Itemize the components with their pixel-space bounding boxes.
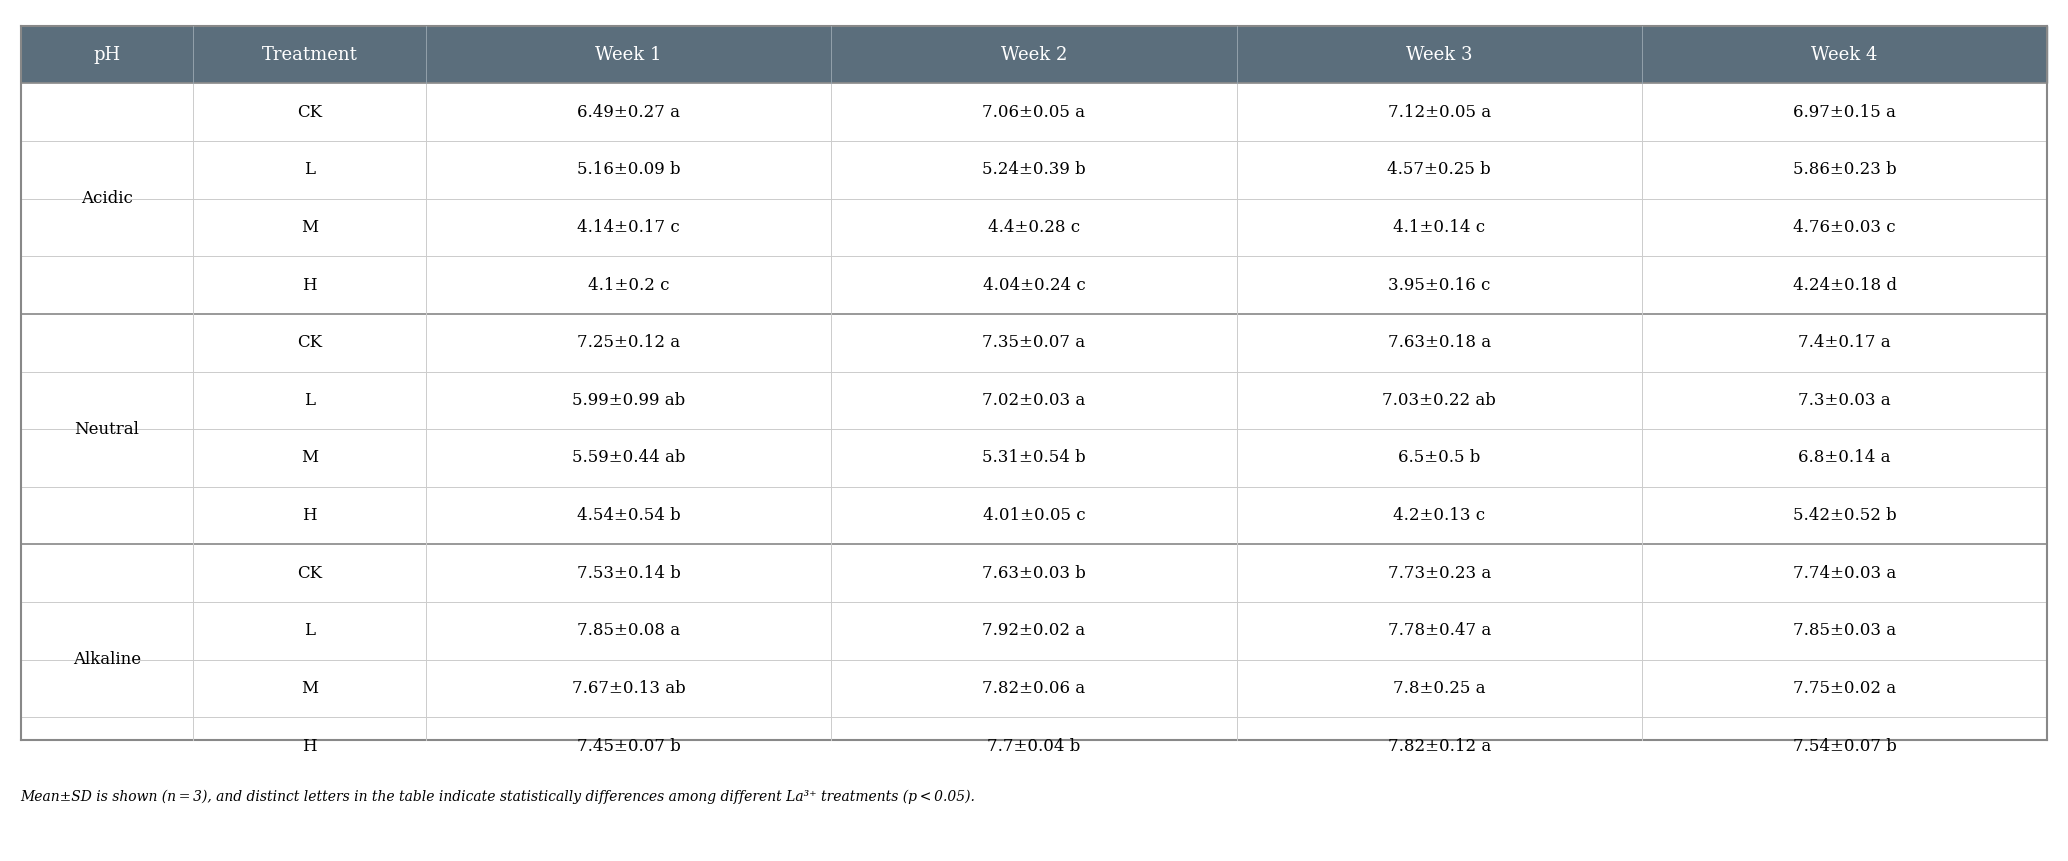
Text: 6.8±0.14 a: 6.8±0.14 a <box>1799 449 1890 467</box>
Text: M: M <box>302 449 318 467</box>
Polygon shape <box>21 26 2047 84</box>
Text: Acidic: Acidic <box>81 190 132 208</box>
Text: 7.82±0.06 a: 7.82±0.06 a <box>982 680 1086 697</box>
Text: M: M <box>302 219 318 236</box>
Text: 4.76±0.03 c: 4.76±0.03 c <box>1793 219 1896 236</box>
Text: 7.74±0.03 a: 7.74±0.03 a <box>1793 565 1896 582</box>
Text: 7.53±0.14 b: 7.53±0.14 b <box>577 565 680 582</box>
Text: 4.54±0.54 b: 4.54±0.54 b <box>577 507 680 524</box>
Polygon shape <box>21 429 2047 486</box>
Polygon shape <box>21 660 2047 717</box>
Text: H: H <box>302 738 316 754</box>
Polygon shape <box>21 141 2047 199</box>
Text: 6.5±0.5 b: 6.5±0.5 b <box>1398 449 1481 467</box>
Polygon shape <box>21 84 2047 141</box>
Text: 7.35±0.07 a: 7.35±0.07 a <box>982 334 1086 351</box>
Text: 5.59±0.44 ab: 5.59±0.44 ab <box>573 449 685 467</box>
Text: 7.54±0.07 b: 7.54±0.07 b <box>1793 738 1896 754</box>
Text: 4.01±0.05 c: 4.01±0.05 c <box>982 507 1086 524</box>
Text: 7.06±0.05 a: 7.06±0.05 a <box>982 104 1086 121</box>
Text: 7.45±0.07 b: 7.45±0.07 b <box>577 738 680 754</box>
Text: 7.78±0.47 a: 7.78±0.47 a <box>1388 623 1491 640</box>
Text: 7.75±0.02 a: 7.75±0.02 a <box>1793 680 1896 697</box>
Text: 4.1±0.2 c: 4.1±0.2 c <box>587 276 670 294</box>
Text: Week 4: Week 4 <box>1812 46 1878 64</box>
Text: 5.99±0.99 ab: 5.99±0.99 ab <box>573 392 685 409</box>
Polygon shape <box>21 717 2047 775</box>
Text: M: M <box>302 680 318 697</box>
Text: 7.12±0.05 a: 7.12±0.05 a <box>1388 104 1491 121</box>
Text: 7.92±0.02 a: 7.92±0.02 a <box>982 623 1086 640</box>
Text: 5.16±0.09 b: 5.16±0.09 b <box>577 161 680 178</box>
Text: Treatment: Treatment <box>261 46 358 64</box>
Polygon shape <box>21 372 2047 429</box>
Text: 3.95±0.16 c: 3.95±0.16 c <box>1388 276 1491 294</box>
Text: 7.03±0.22 ab: 7.03±0.22 ab <box>1381 392 1497 409</box>
Text: 4.57±0.25 b: 4.57±0.25 b <box>1388 161 1491 178</box>
Text: 7.82±0.12 a: 7.82±0.12 a <box>1388 738 1491 754</box>
Polygon shape <box>21 314 2047 372</box>
Text: 6.97±0.15 a: 6.97±0.15 a <box>1793 104 1896 121</box>
Text: L: L <box>304 623 314 640</box>
Text: 7.4±0.17 a: 7.4±0.17 a <box>1799 334 1890 351</box>
Text: Mean±SD is shown (n = 3), and distinct letters in the table indicate statistical: Mean±SD is shown (n = 3), and distinct l… <box>21 790 976 803</box>
Text: 7.85±0.03 a: 7.85±0.03 a <box>1793 623 1896 640</box>
Text: 4.24±0.18 d: 4.24±0.18 d <box>1793 276 1896 294</box>
Text: 5.24±0.39 b: 5.24±0.39 b <box>982 161 1086 178</box>
Text: Alkaline: Alkaline <box>72 651 141 668</box>
Text: CK: CK <box>298 334 323 351</box>
Text: 7.3±0.03 a: 7.3±0.03 a <box>1799 392 1890 409</box>
Text: 5.42±0.52 b: 5.42±0.52 b <box>1793 507 1896 524</box>
Text: 7.25±0.12 a: 7.25±0.12 a <box>577 334 680 351</box>
Polygon shape <box>21 544 2047 602</box>
Text: H: H <box>302 276 316 294</box>
Text: Week 2: Week 2 <box>1001 46 1067 64</box>
Text: CK: CK <box>298 104 323 121</box>
Text: L: L <box>304 161 314 178</box>
Text: 7.02±0.03 a: 7.02±0.03 a <box>982 392 1086 409</box>
Text: pH: pH <box>93 46 120 64</box>
Text: 5.31±0.54 b: 5.31±0.54 b <box>982 449 1086 467</box>
Text: CK: CK <box>298 565 323 582</box>
Polygon shape <box>21 486 2047 544</box>
Text: 4.1±0.14 c: 4.1±0.14 c <box>1394 219 1485 236</box>
Text: 7.63±0.03 b: 7.63±0.03 b <box>982 565 1086 582</box>
Text: 7.7±0.04 b: 7.7±0.04 b <box>986 738 1082 754</box>
Text: 7.73±0.23 a: 7.73±0.23 a <box>1388 565 1491 582</box>
Text: 4.04±0.24 c: 4.04±0.24 c <box>982 276 1086 294</box>
Text: Week 3: Week 3 <box>1406 46 1472 64</box>
Text: 4.4±0.28 c: 4.4±0.28 c <box>989 219 1079 236</box>
Text: L: L <box>304 392 314 409</box>
Text: Neutral: Neutral <box>74 421 139 437</box>
Text: Week 1: Week 1 <box>596 46 662 64</box>
Text: 7.8±0.25 a: 7.8±0.25 a <box>1394 680 1485 697</box>
Text: 7.63±0.18 a: 7.63±0.18 a <box>1388 334 1491 351</box>
Text: 5.86±0.23 b: 5.86±0.23 b <box>1793 161 1896 178</box>
Text: H: H <box>302 507 316 524</box>
Text: 7.67±0.13 ab: 7.67±0.13 ab <box>571 680 687 697</box>
Text: 6.49±0.27 a: 6.49±0.27 a <box>577 104 680 121</box>
Polygon shape <box>21 257 2047 314</box>
Text: 7.85±0.08 a: 7.85±0.08 a <box>577 623 680 640</box>
Polygon shape <box>21 602 2047 660</box>
Text: 4.14±0.17 c: 4.14±0.17 c <box>577 219 680 236</box>
Polygon shape <box>21 199 2047 257</box>
Text: 4.2±0.13 c: 4.2±0.13 c <box>1394 507 1485 524</box>
